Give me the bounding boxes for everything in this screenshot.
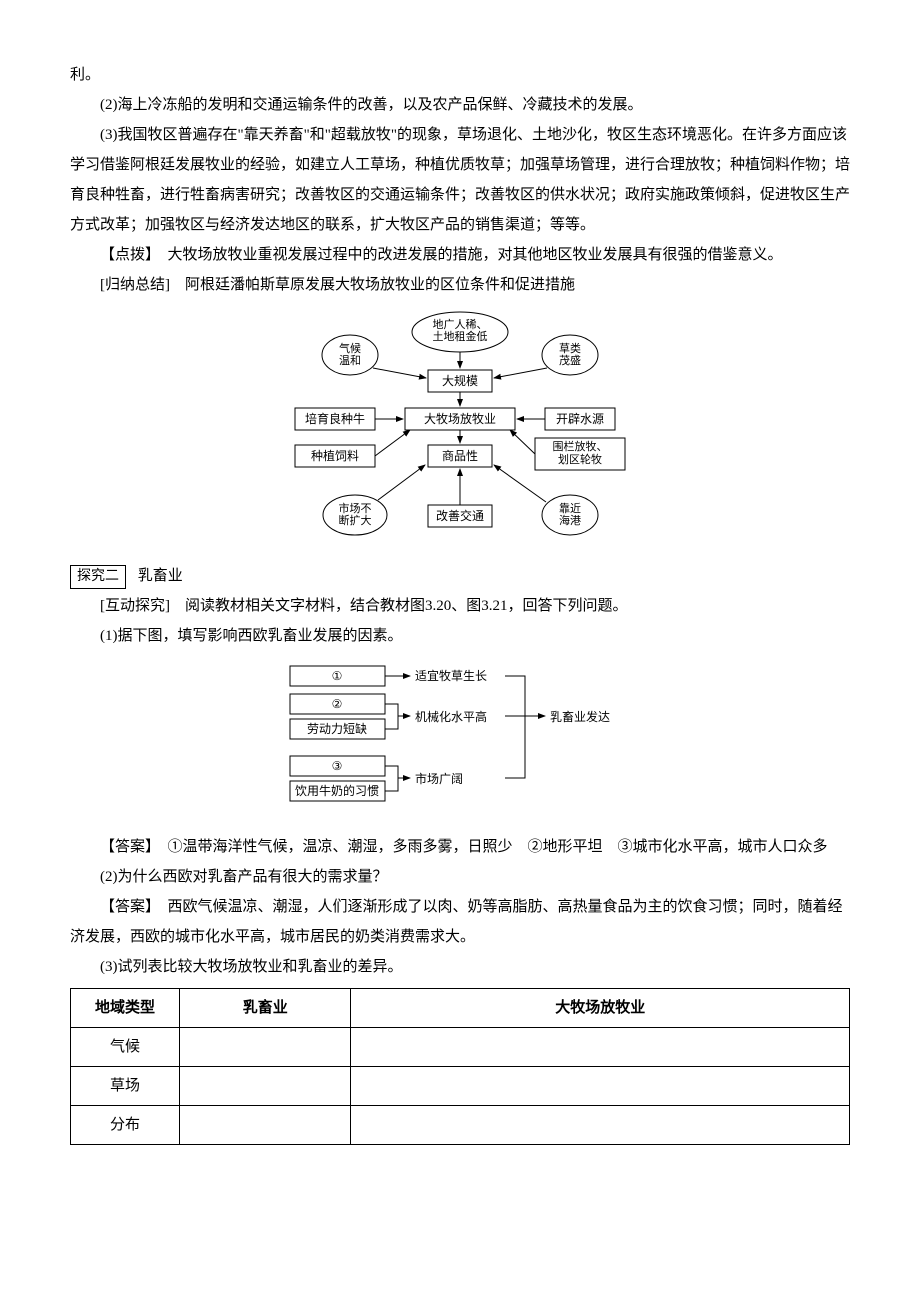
- explore2-title: 乳畜业: [138, 568, 183, 584]
- td: [351, 1106, 850, 1145]
- paragraph-tail: 利。: [70, 60, 850, 90]
- answer-1: 【答案】 ①温带海洋性气候，温凉、潮湿，多雨多雾，日照少 ②地形平坦 ③城市化水…: [70, 832, 850, 862]
- th-0: 地域类型: [71, 989, 180, 1028]
- box-4: ③: [332, 759, 343, 773]
- svg-text:市场不: 市场不: [339, 501, 372, 515]
- box-2: ②: [332, 697, 343, 711]
- diagram-ranching: 地广人稀、 土地租金低 气候 温和 草类 茂盛 市场不 断扩大 靠近 海港 大规…: [70, 310, 850, 551]
- td: [180, 1067, 351, 1106]
- table-row: 分布: [71, 1106, 850, 1145]
- rect-guimo: 大规模: [442, 373, 478, 388]
- hudong-explore: [互动探究] 阅读教材相关文字材料，结合教材图3.20、图3.21，回答下列问题…: [70, 591, 850, 621]
- out-label: 乳畜业发达: [550, 709, 610, 724]
- question-3: (3)试列表比较大牧场放牧业和乳畜业的差异。: [70, 952, 850, 982]
- rect-kaipi: 开辟水源: [556, 411, 604, 426]
- td: 分布: [71, 1106, 180, 1145]
- td: 草场: [71, 1067, 180, 1106]
- rect-center: 大牧场放牧业: [424, 411, 496, 426]
- svg-text:靠近: 靠近: [559, 501, 581, 515]
- td: [180, 1028, 351, 1067]
- svg-text:海港: 海港: [559, 513, 581, 527]
- mid-r3: 市场广阔: [415, 771, 463, 786]
- explore2-box: 探究二: [70, 565, 126, 589]
- svg-text:温和: 温和: [339, 354, 361, 367]
- box-1: ①: [332, 669, 343, 683]
- diagram-dairy: ① ② 劳动力短缺 ③ 饮用牛奶的习惯 适宜牧草生长 机械化水平高 市场广阔 乳…: [70, 661, 850, 822]
- th-1: 乳畜业: [180, 989, 351, 1028]
- svg-text:划区轮牧: 划区轮牧: [558, 452, 602, 466]
- mid-r2: 机械化水平高: [415, 709, 487, 724]
- svg-text:断扩大: 断扩大: [339, 513, 372, 527]
- box-3: 劳动力短缺: [307, 721, 367, 736]
- rect-peiyu: 培育良种牛: [305, 411, 365, 426]
- question-1: (1)据下图，填写影响西欧乳畜业发展的因素。: [70, 621, 850, 651]
- answer-2: 【答案】 西欧气候温凉、潮湿，人们逐渐形成了以肉、奶等高脂肪、高热量食品为主的饮…: [70, 892, 850, 952]
- guina-summary: [归纳总结] 阿根廷潘帕斯草原发展大牧场放牧业的区位条件和促进措施: [70, 270, 850, 300]
- rect-shangpin: 商品性: [442, 448, 478, 463]
- svg-text:茂盛: 茂盛: [559, 353, 581, 367]
- svg-text:围栏放牧、: 围栏放牧、: [553, 439, 608, 453]
- dianbo: 【点拨】 大牧场放牧业重视发展过程中的改进发展的措施，对其他地区牧业发展具有很强…: [70, 240, 850, 270]
- question-2: (2)为什么西欧对乳畜产品有很大的需求量？: [70, 862, 850, 892]
- comparison-table: 地域类型 乳畜业 大牧场放牧业 气候 草场 分布: [70, 988, 850, 1145]
- th-2: 大牧场放牧业: [351, 989, 850, 1028]
- rect-gaishan: 改善交通: [436, 508, 484, 523]
- paragraph-2: (2)海上冷冻船的发明和交通运输条件的改善，以及农产品保鲜、冷藏技术的发展。: [70, 90, 850, 120]
- td: [180, 1106, 351, 1145]
- td: [351, 1067, 850, 1106]
- td: 气候: [71, 1028, 180, 1067]
- ellipse-diguang-l1: 地广人稀、: [433, 318, 488, 331]
- paragraph-3: (3)我国牧区普遍存在"靠天养畜"和"超载放牧"的现象，草场退化、土地沙化，牧区…: [70, 120, 850, 240]
- box-5: 饮用牛奶的习惯: [295, 783, 379, 798]
- table-row: 草场: [71, 1067, 850, 1106]
- td: [351, 1028, 850, 1067]
- table-header-row: 地域类型 乳畜业 大牧场放牧业: [71, 989, 850, 1028]
- svg-text:草类: 草类: [559, 341, 581, 355]
- rect-zhongzhi: 种植饲料: [311, 448, 359, 463]
- ellipse-diguang-l2: 土地租金低: [433, 329, 488, 343]
- mid-r1: 适宜牧草生长: [415, 668, 487, 683]
- svg-text:气候: 气候: [339, 341, 361, 355]
- explore2-heading: 探究二 乳畜业: [70, 561, 850, 591]
- table-row: 气候: [71, 1028, 850, 1067]
